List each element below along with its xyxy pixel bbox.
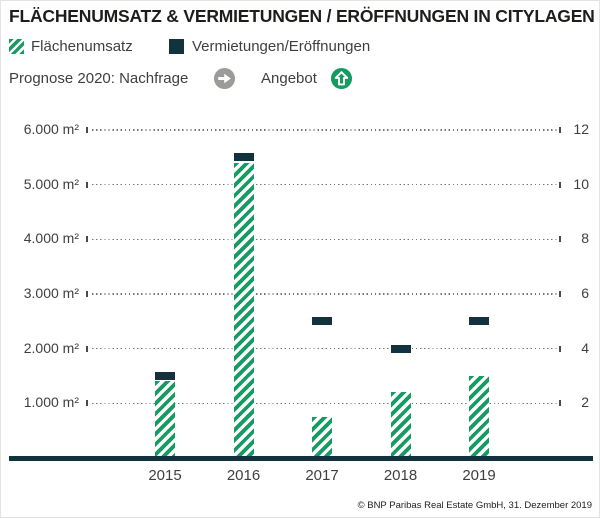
prognose-label: Prognose 2020: Nachfrage (9, 70, 189, 87)
prognose-supply-label: Angebot (261, 70, 317, 87)
y-axis-tick-label-right: 8 (581, 230, 589, 247)
copyright-footer: © BNP Paribas Real Estate GmbH, 31. Deze… (357, 500, 592, 511)
bar-flaechenumsatz (233, 162, 254, 456)
arrow-right-circle-icon (213, 67, 236, 90)
y-axis-tick-label-right: 12 (573, 121, 589, 137)
gridline-tick-right (559, 181, 561, 188)
y-axis-tick-label-left: 1.000 m² (23, 394, 79, 411)
gridline (92, 129, 557, 131)
y-axis-tick-label-left: 5.000 m² (23, 175, 79, 192)
marker-vermietungen (312, 317, 332, 326)
marker-vermietungen (390, 344, 411, 353)
y-axis-tick-label-right: 10 (573, 175, 589, 192)
legend-label-vermietungen: Vermietungen/Eröffnungen (192, 38, 371, 55)
y-axis-tick-label-left: 4.000 m² (23, 230, 79, 247)
x-axis-tick-label: 2017 (305, 467, 339, 484)
x-axis-tick-label: 2015 (148, 467, 182, 484)
y-axis-tick-label-left: 2.000 m² (23, 339, 79, 356)
y-axis-tick-label-right: 6 (581, 285, 589, 301)
gridline (92, 402, 557, 405)
bar-flaechenumsatz (312, 417, 332, 456)
gridline-tick-left (86, 236, 88, 243)
gridline-tick-left (86, 181, 88, 188)
legend-solid-swatch-icon (169, 39, 184, 54)
x-axis-line (9, 455, 593, 461)
y-axis-tick-label-left: 6.000 m² (23, 121, 79, 137)
gridline (92, 238, 557, 241)
gridline (92, 347, 557, 350)
y-axis-tick-label-right: 2 (581, 394, 589, 411)
bar-flaechenumsatz (469, 376, 489, 456)
legend-hatch-swatch-icon (9, 39, 24, 54)
gridline-tick-left (86, 127, 88, 133)
marker-vermietungen (233, 153, 254, 162)
gridline-tick-right (559, 127, 561, 133)
bar-flaechenumsatz (155, 381, 175, 456)
marker-vermietungen (469, 317, 489, 326)
gridline-tick-left (86, 345, 88, 352)
arrow-up-circle-icon (330, 67, 353, 90)
x-axis-tick-label: 2019 (462, 467, 496, 484)
gridline-tick-left (86, 291, 88, 297)
marker-vermietungen (155, 372, 175, 380)
x-axis-tick-label: 2018 (383, 467, 418, 484)
legend-label-flaechenumsatz: Flächenumsatz (31, 38, 133, 55)
bar-flaechenumsatz (390, 392, 411, 456)
y-axis-tick-label-right: 4 (581, 339, 589, 356)
gridline-tick-right (559, 236, 561, 243)
x-axis-tick-label: 2016 (226, 467, 261, 484)
chart-title: FLÄCHENUMSATZ & VERMIETUNGEN / ERÖFFNUNG… (9, 6, 595, 26)
gridline-tick-right (559, 400, 561, 407)
gridline-tick-right (559, 345, 561, 352)
gridline (92, 293, 557, 295)
gridline (92, 183, 557, 186)
gridline-tick-left (86, 400, 88, 407)
gridline-tick-right (559, 291, 561, 297)
y-axis-tick-label-left: 3.000 m² (23, 285, 79, 301)
